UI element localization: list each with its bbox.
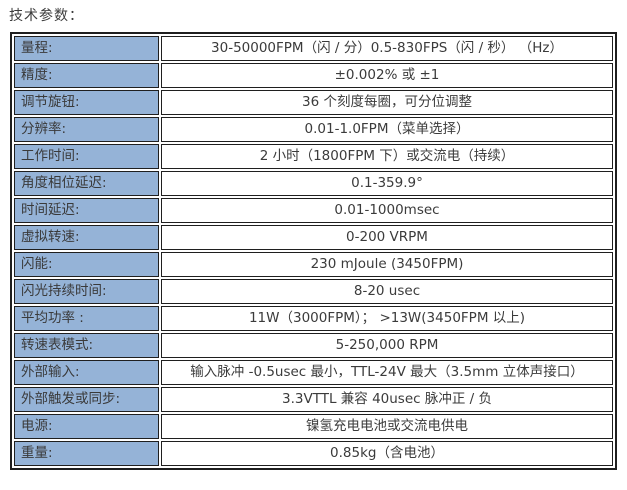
table-row: 时间延迟: 0.01-1000msec bbox=[14, 198, 613, 223]
spec-label-cell: 闪光持续时间: bbox=[14, 279, 159, 304]
table-row: 虚拟转速: 0-200 VRPM bbox=[14, 225, 613, 250]
spec-value-cell: 5-250,000 RPM bbox=[161, 333, 613, 358]
spec-value-cell: 0.1-359.9° bbox=[161, 171, 613, 196]
spec-value-cell: 230 mJoule (3450FPM) bbox=[161, 252, 613, 277]
table-row: 调节旋钮: 36 个刻度每圈，可分位调整 bbox=[14, 90, 613, 115]
spec-label-cell: 平均功率 : bbox=[14, 306, 159, 331]
spec-label-cell: 外部触发或同步: bbox=[14, 387, 159, 412]
table-row: 闪能: 230 mJoule (3450FPM) bbox=[14, 252, 613, 277]
table-row: 转速表模式: 5-250,000 RPM bbox=[14, 333, 613, 358]
spec-table: 量程: 30-50000FPM（闪 / 分）0.5-830FPS（闪 / 秒） … bbox=[10, 32, 617, 470]
spec-table-body: 量程: 30-50000FPM（闪 / 分）0.5-830FPS（闪 / 秒） … bbox=[14, 36, 613, 466]
spec-value-cell: 11W（3000FPM）； >13W(3450FPM 以上) bbox=[161, 306, 613, 331]
table-row: 重量: 0.85kg（含电池） bbox=[14, 441, 613, 466]
page-title: 技术参数： bbox=[9, 8, 84, 24]
spec-value-cell: ±0.002% 或 ±1 bbox=[161, 63, 613, 88]
spec-value-cell: 36 个刻度每圈，可分位调整 bbox=[161, 90, 613, 115]
spec-label-cell: 虚拟转速: bbox=[14, 225, 159, 250]
spec-label-cell: 重量: bbox=[14, 441, 159, 466]
spec-value-cell: 0-200 VRPM bbox=[161, 225, 613, 250]
table-row: 闪光持续时间: 8-20 usec bbox=[14, 279, 613, 304]
spec-label-cell: 电源: bbox=[14, 414, 159, 439]
spec-value-cell: 0.01-1.0FPM（菜单选择） bbox=[161, 117, 613, 142]
spec-value-cell: 8-20 usec bbox=[161, 279, 613, 304]
spec-label-cell: 精度: bbox=[14, 63, 159, 88]
table-row: 分辨率: 0.01-1.0FPM（菜单选择） bbox=[14, 117, 613, 142]
spec-value-cell: 输入脉冲 -0.5usec 最小，TTL-24V 最大（3.5mm 立体声接口） bbox=[161, 360, 613, 385]
spec-label-cell: 时间延迟: bbox=[14, 198, 159, 223]
spec-label-cell: 角度相位延迟: bbox=[14, 171, 159, 196]
table-row: 工作时间: 2 小时（1800FPM 下）或交流电（持续） bbox=[14, 144, 613, 169]
table-row: 平均功率 : 11W（3000FPM）； >13W(3450FPM 以上) bbox=[14, 306, 613, 331]
spec-value-cell: 镍氢充电电池或交流电供电 bbox=[161, 414, 613, 439]
spec-label-cell: 转速表模式: bbox=[14, 333, 159, 358]
spec-value-cell: 2 小时（1800FPM 下）或交流电（持续） bbox=[161, 144, 613, 169]
table-row: 外部触发或同步: 3.3VTTL 兼容 40usec 脉冲正 / 负 bbox=[14, 387, 613, 412]
spec-label-cell: 分辨率: bbox=[14, 117, 159, 142]
spec-value-cell: 3.3VTTL 兼容 40usec 脉冲正 / 负 bbox=[161, 387, 613, 412]
table-row: 量程: 30-50000FPM（闪 / 分）0.5-830FPS（闪 / 秒） … bbox=[14, 36, 613, 61]
spec-label-cell: 外部输入: bbox=[14, 360, 159, 385]
spec-value-cell: 0.01-1000msec bbox=[161, 198, 613, 223]
spec-value-cell: 30-50000FPM（闪 / 分）0.5-830FPS（闪 / 秒） （Hz） bbox=[161, 36, 613, 61]
table-row: 电源: 镍氢充电电池或交流电供电 bbox=[14, 414, 613, 439]
table-row: 精度: ±0.002% 或 ±1 bbox=[14, 63, 613, 88]
table-row: 角度相位延迟: 0.1-359.9° bbox=[14, 171, 613, 196]
spec-label-cell: 闪能: bbox=[14, 252, 159, 277]
spec-label-cell: 量程: bbox=[14, 36, 159, 61]
spec-label-cell: 工作时间: bbox=[14, 144, 159, 169]
table-row: 外部输入: 输入脉冲 -0.5usec 最小，TTL-24V 最大（3.5mm … bbox=[14, 360, 613, 385]
spec-label-cell: 调节旋钮: bbox=[14, 90, 159, 115]
spec-value-cell: 0.85kg（含电池） bbox=[161, 441, 613, 466]
